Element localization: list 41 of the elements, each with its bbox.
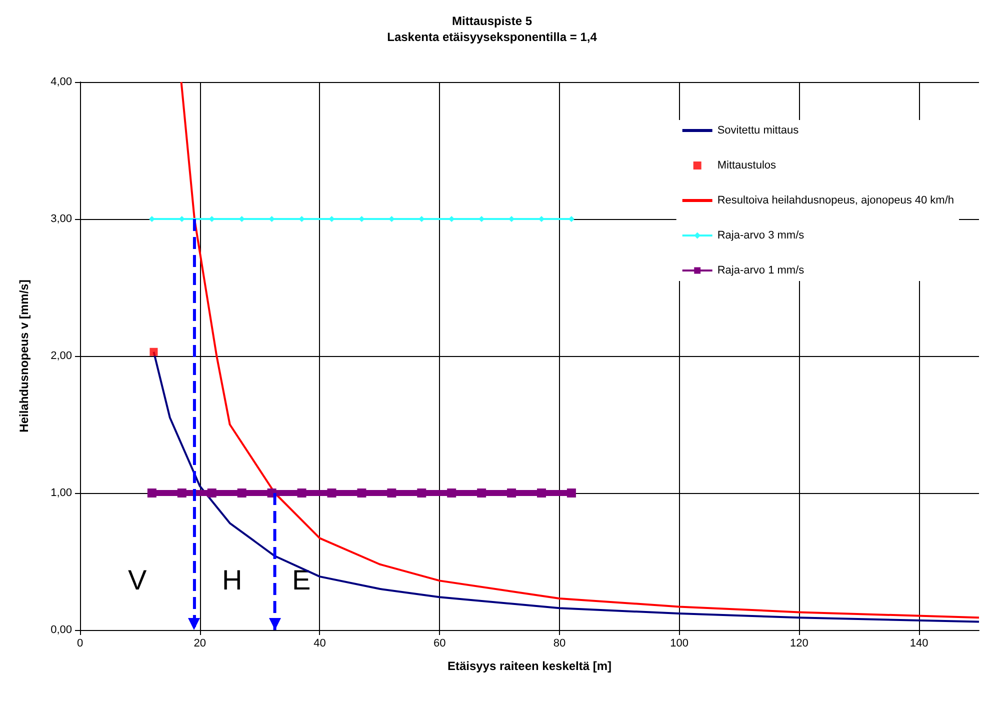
point	[417, 488, 426, 498]
point	[536, 488, 546, 498]
y-tick-label: 3,00	[50, 213, 72, 225]
point	[177, 488, 186, 498]
point	[507, 488, 516, 498]
annotation: E	[292, 564, 311, 596]
line-series	[180, 81, 980, 619]
x-tick-label: 100	[670, 638, 689, 650]
point	[387, 488, 396, 498]
point	[147, 488, 156, 498]
x-tick-label: 120	[790, 638, 808, 650]
point	[327, 488, 336, 498]
annotation: V	[128, 564, 147, 596]
y-tick-label: 1,00	[50, 487, 72, 499]
x-tick-label: 140	[910, 638, 928, 650]
legend-label: Raja-arvo 3 mm/s	[717, 230, 805, 242]
y-tick-label: 2,00	[50, 350, 72, 362]
y-axis-title: Heilahdusnopeus v [mm/s]	[17, 280, 31, 432]
point	[477, 488, 486, 498]
point	[237, 488, 246, 498]
point	[297, 488, 306, 498]
point	[566, 488, 576, 498]
chart-subtitle: Laskenta etäisyyseksponentilla = 1,4	[387, 30, 598, 44]
x-tick-label: 20	[194, 638, 206, 650]
x-tick-label: 40	[314, 638, 326, 650]
point	[150, 348, 158, 356]
x-axis-title: Etäisyys raiteen keskeltä [m]	[447, 659, 612, 673]
legend-label: Raja-arvo 1 mm/s	[717, 264, 805, 276]
legend-label: Mittaustulos	[717, 160, 777, 172]
legend-label: Resultoiva heilahdusnopeus, ajonopeus 40 km/h	[717, 194, 954, 206]
legend-label: Sovitettu mittaus	[717, 124, 800, 136]
annotation: H	[222, 564, 242, 596]
x-tick-label: 60	[433, 638, 446, 650]
x-tick-label: 80	[553, 638, 566, 650]
point	[207, 488, 216, 498]
point	[357, 488, 366, 498]
x-tick-label: 0	[76, 638, 84, 650]
point	[447, 488, 456, 498]
chart-title: Mittauspiste 5	[452, 14, 532, 28]
y-tick-label: 4,00	[50, 76, 72, 88]
y-tick-label: 0,00	[50, 624, 72, 636]
